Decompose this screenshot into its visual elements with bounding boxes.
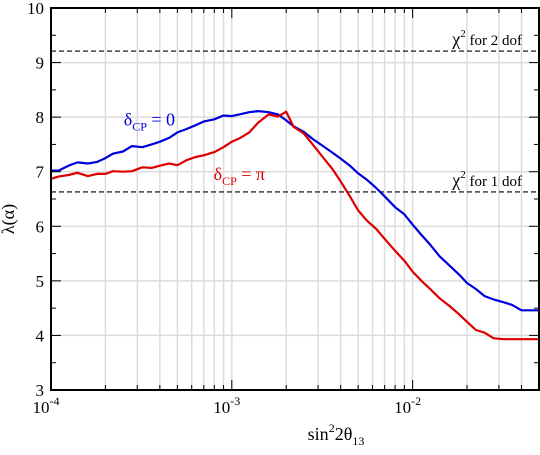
x-tick-label: 10-3	[213, 394, 240, 417]
x-axis-title-mid: 2θ	[335, 424, 353, 444]
y-tick-label: 4	[36, 326, 45, 345]
y-tick-label: 9	[36, 54, 45, 73]
y-tick-label: 5	[36, 272, 45, 291]
y-tick-label: 6	[36, 217, 45, 236]
ref-label-rest: for 1 dof	[466, 174, 522, 190]
series-label-main: δ	[124, 109, 132, 129]
y-tick-label: 7	[36, 163, 45, 182]
reference-line-label: χ2 for 2 dof	[451, 28, 522, 49]
x-tick-label-exp: -4	[50, 394, 60, 408]
y-tick-label: 3	[36, 381, 45, 400]
ref-label-chi: χ	[451, 29, 460, 49]
x-tick-label: 10-2	[394, 394, 421, 417]
y-axis-title: λ(α)	[0, 204, 19, 234]
series-label-sub: CP	[132, 119, 147, 133]
series-label-rest: = π	[237, 164, 265, 184]
axis-ticks	[50, 7, 540, 391]
y-tick-labels: 3 4 5 6 7 8 9 10	[27, 0, 45, 400]
x-tick-label: 10-4	[33, 394, 60, 417]
y-tick-label: 10	[27, 0, 44, 18]
ref-label-sup: 2	[460, 28, 466, 40]
ref-label-sup: 2	[460, 169, 466, 181]
ref-label-rest: for 2 dof	[466, 33, 522, 49]
y-tick-label: 8	[36, 108, 45, 127]
x-axis-title: sin22θ13	[308, 421, 365, 448]
x-tick-labels: 10-4 10-3 10-2	[33, 394, 422, 417]
ref-label-chi: χ	[451, 170, 460, 190]
reference-line-label: χ2 for 1 dof	[451, 169, 522, 190]
x-axis-title-base: sin	[308, 424, 329, 444]
x-tick-label-exp: -3	[230, 394, 240, 408]
x-tick-label-exp: -2	[411, 394, 421, 408]
x-axis-title-sup: 2	[329, 421, 335, 435]
series-label-rest: = 0	[147, 109, 175, 129]
x-tick-label-base: 10	[213, 398, 230, 417]
x-tick-label-base: 10	[33, 398, 50, 417]
x-tick-label-base: 10	[394, 398, 411, 417]
series-label-0: δCP = 0	[124, 109, 175, 133]
series-label-sub: CP	[222, 174, 237, 188]
series-lines	[50, 109, 539, 341]
x-axis-title-sub: 13	[352, 434, 364, 448]
series-line-1	[50, 110, 539, 341]
series-label-main: δ	[214, 164, 222, 184]
series-label-1: δCP = π	[214, 164, 265, 188]
